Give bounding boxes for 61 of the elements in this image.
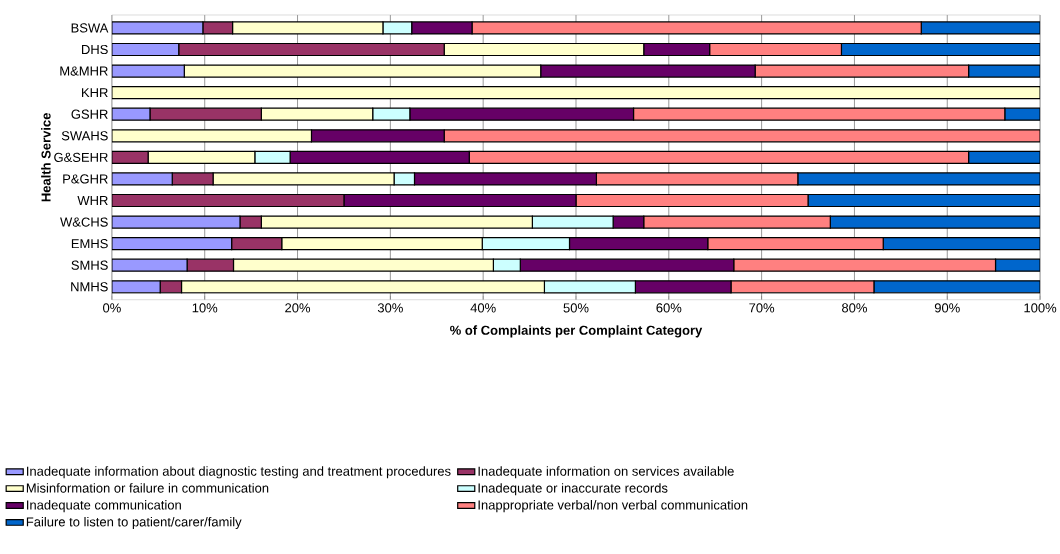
bar bbox=[443, 129, 1041, 143]
y-axis-title: Health Service bbox=[41, 113, 51, 202]
x-tick-label: 70% bbox=[749, 303, 775, 313]
x-tick-label: 100% bbox=[1024, 303, 1057, 313]
bar bbox=[468, 151, 970, 165]
x-tick-label: 60% bbox=[656, 303, 682, 313]
x-tick-label: 0% bbox=[103, 303, 121, 313]
x-tick-label: 50% bbox=[563, 303, 589, 313]
y-tick-label: G&SEHR bbox=[54, 153, 108, 163]
bar bbox=[733, 258, 997, 273]
bar bbox=[807, 194, 1041, 208]
bar bbox=[147, 151, 256, 165]
legend-label: Failure to listen to patient/carer/family bbox=[26, 517, 242, 530]
x-tick-label: 20% bbox=[285, 303, 311, 313]
x-tick-label: 80% bbox=[842, 303, 867, 313]
x-tick-label: 30% bbox=[377, 303, 403, 313]
legend-label: Inadequate or inaccurate records bbox=[478, 483, 668, 496]
bar bbox=[149, 107, 262, 122]
y-tick-label: EMHS bbox=[71, 239, 108, 249]
y-tick-label: P&GHR bbox=[63, 174, 108, 184]
bar bbox=[281, 237, 483, 251]
y-tick-label: M&MHR bbox=[60, 66, 108, 76]
legend-label: Inadequate information about diagnostic testing and treatment procedures bbox=[27, 466, 451, 479]
bar bbox=[873, 280, 1041, 294]
bar bbox=[643, 43, 711, 57]
x-tick-label: 10% bbox=[192, 303, 218, 313]
legend-label: Inappropriate verbal/non verbal communication bbox=[478, 500, 748, 513]
bar bbox=[968, 151, 1041, 165]
bar bbox=[632, 107, 1006, 122]
bar bbox=[231, 237, 283, 251]
bar bbox=[260, 107, 374, 122]
bar bbox=[180, 280, 546, 294]
y-tick-label: DHS bbox=[82, 45, 108, 55]
bar bbox=[111, 86, 1041, 100]
bar bbox=[540, 64, 756, 78]
bar bbox=[707, 237, 884, 251]
y-tick-label: KHR bbox=[82, 88, 108, 98]
y-tick-label: W&CHS bbox=[60, 217, 108, 227]
bar bbox=[840, 43, 1041, 57]
y-tick-label: WHR bbox=[77, 196, 108, 206]
bar bbox=[709, 43, 843, 57]
y-tick-label: SMHS bbox=[71, 260, 108, 271]
legend-label: Misinformation or failure in communication bbox=[26, 483, 269, 493]
bar bbox=[232, 258, 494, 273]
legend-label: Inadequate communication bbox=[27, 500, 181, 513]
x-tick-label: 40% bbox=[470, 303, 496, 313]
bar bbox=[111, 237, 233, 251]
bar bbox=[882, 237, 1041, 251]
y-tick-label: SWAHS bbox=[61, 131, 108, 141]
y-tick-label: BSWA bbox=[71, 23, 109, 33]
bar bbox=[575, 194, 809, 208]
y-tick-label: NMHS bbox=[71, 282, 108, 292]
bar bbox=[730, 280, 875, 294]
bar bbox=[443, 43, 645, 57]
bar bbox=[111, 129, 313, 143]
x-axis-title: % of Complaints per Complaint Category bbox=[450, 325, 703, 338]
y-tick-label: GSHR bbox=[71, 109, 108, 120]
legend-label: Inadequate information on services available bbox=[478, 466, 734, 479]
bar bbox=[111, 194, 345, 208]
bar bbox=[178, 43, 445, 57]
x-tick-label: 90% bbox=[934, 303, 960, 313]
